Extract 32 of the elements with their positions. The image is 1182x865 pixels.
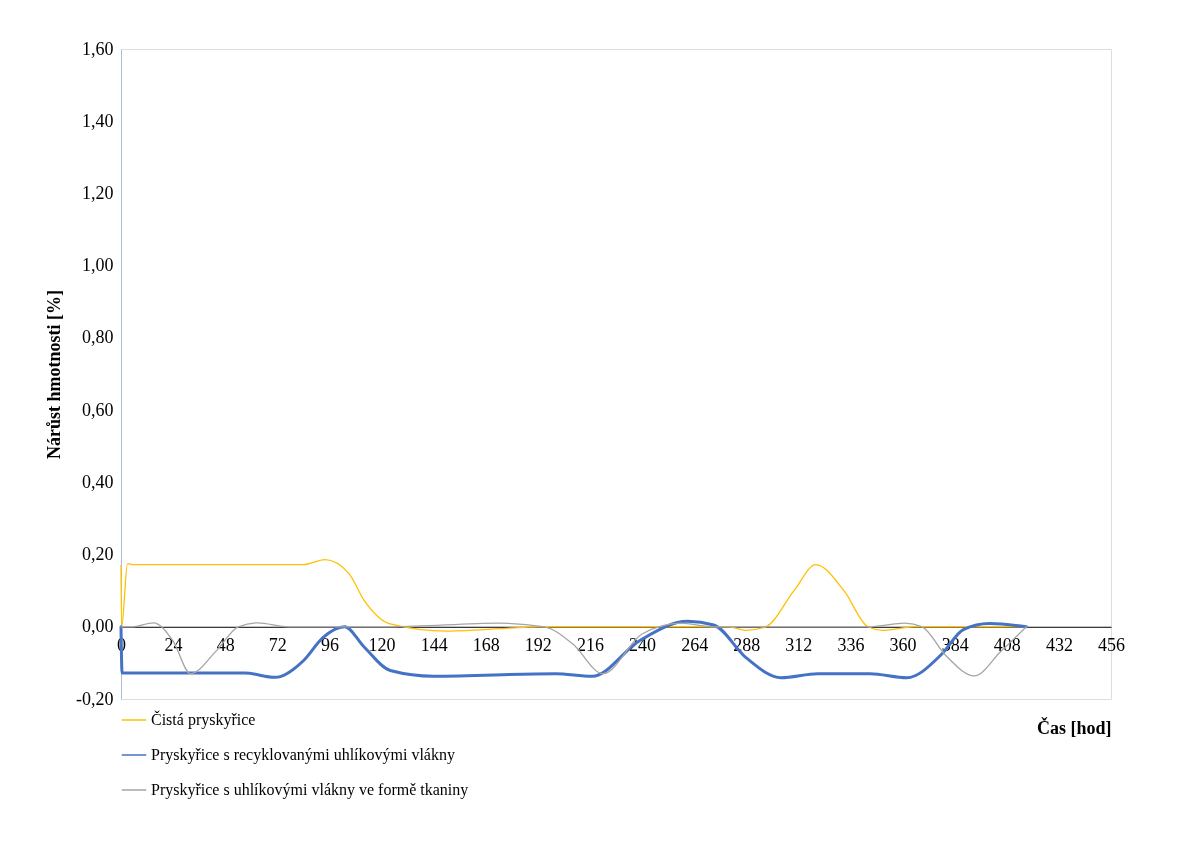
x-tick-label: 48	[216, 635, 235, 656]
x-tick-label: 360	[889, 635, 917, 656]
y-tick-label: 1,40	[82, 110, 114, 131]
x-tick-label: 312	[785, 635, 813, 656]
x-tick-label: 192	[524, 635, 552, 656]
x-tick-label: 168	[472, 635, 500, 656]
legend-label: Pryskyřice s uhlíkovými vlákny ve formě tkaniny	[151, 781, 469, 799]
y-tick-label: 0,20	[82, 544, 114, 565]
x-axis-title: Čas [hod]	[1036, 716, 1112, 738]
y-tick-label: 1,20	[82, 182, 114, 203]
x-tick-label: 456	[1098, 635, 1125, 656]
x-tick-label: 24	[164, 635, 183, 656]
legend-label: Pryskyřice s recyklovanými uhlíkovými vlákny	[151, 746, 455, 764]
y-tick-label: -0,20	[76, 688, 114, 709]
y-tick-label: 1,60	[82, 38, 114, 59]
x-tick-label: 336	[837, 635, 865, 656]
x-tick-label: 216	[576, 635, 604, 656]
y-tick-label: 0,40	[82, 471, 114, 492]
y-tick-label: 0,60	[82, 399, 114, 420]
x-tick-label: 144	[420, 635, 448, 656]
y-tick-label: 1,00	[82, 255, 114, 276]
x-tick-label: 96	[320, 635, 339, 656]
legend-label: Čistá pryskyřice	[151, 710, 256, 729]
y-tick-label: 0,80	[82, 327, 114, 348]
x-tick-label: 264	[681, 635, 709, 656]
x-tick-label: 288	[733, 635, 761, 656]
y-axis-title: Nárůst hmotnosti [%]	[44, 290, 65, 459]
x-tick-label: 408	[993, 635, 1021, 656]
x-tick-label: 120	[368, 635, 396, 656]
y-tick-label: 0,00	[82, 616, 114, 637]
x-tick-label: 432	[1045, 635, 1073, 656]
x-tick-label: 72	[268, 635, 287, 656]
